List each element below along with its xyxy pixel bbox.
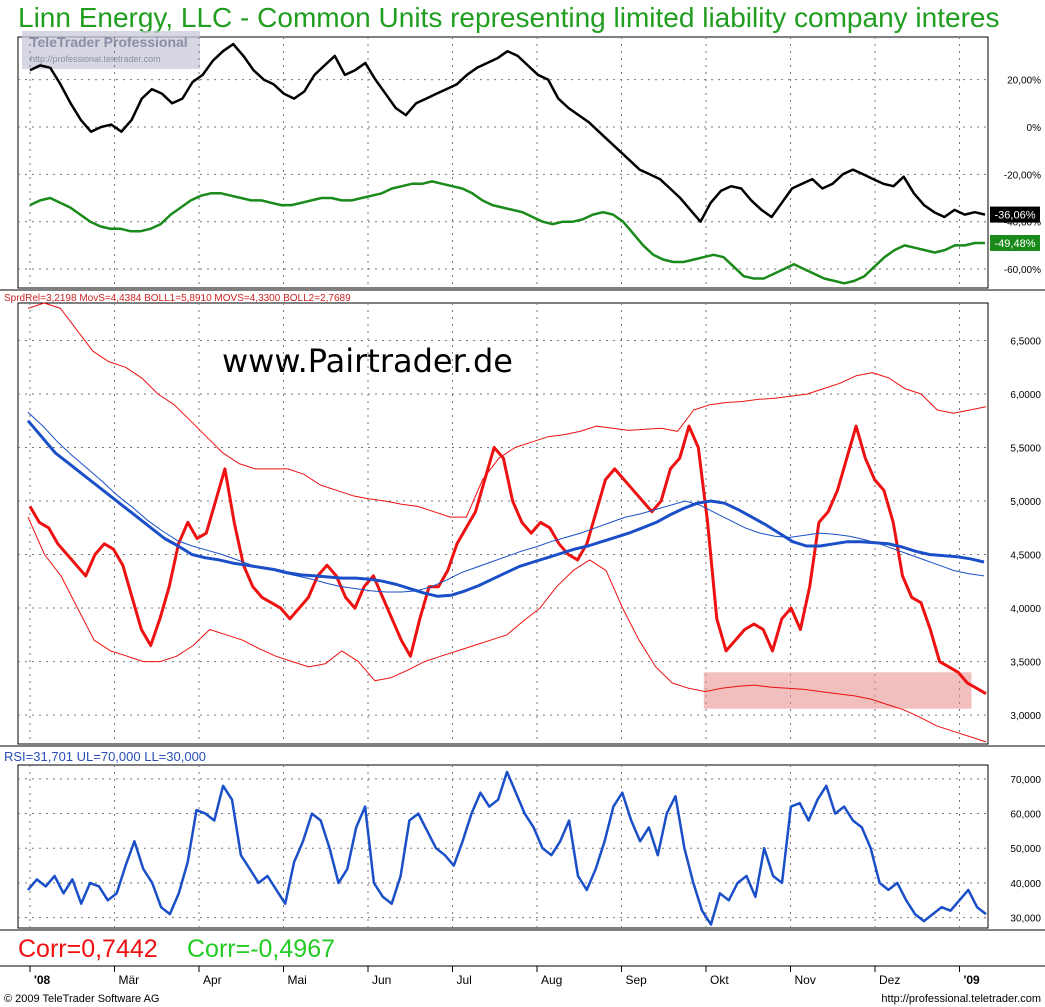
site-label: www.Pairtrader.de	[222, 342, 513, 380]
last-value-label: -49,48%	[995, 238, 1036, 250]
x-tick-label: '08	[34, 973, 51, 987]
x-tick-label: Jul	[457, 973, 472, 987]
series-line-BOLL1	[27, 302, 987, 518]
y-tick-label: 4,0000	[1010, 604, 1041, 615]
watermark-title: TeleTrader Professional	[30, 34, 188, 50]
series-line-RSI	[27, 770, 987, 926]
y-tick-label: -60,00%	[1004, 265, 1041, 276]
panel-performance-frame	[17, 36, 989, 289]
footer-copyright: © 2009 TeleTrader Software AG	[4, 993, 159, 1005]
last-value-label: -36,06%	[995, 210, 1036, 222]
chart-title: Linn Energy, LLC - Common Units represen…	[18, 2, 999, 33]
chart-marks: 20,00% 0% -20,00% -40,00% -60,00% -36,06% -49,…	[18, 37, 1041, 987]
x-tick-label: Nov	[795, 973, 816, 987]
y-tick-label: 50,000	[1010, 844, 1041, 855]
series-line-green	[29, 180, 985, 285]
y-tick-label: -40,00%	[1004, 218, 1041, 229]
panel-rsi: 70,000 60,000 50,000 40,000 30,000	[18, 765, 1041, 928]
watermark: TeleTrader Professional http://professio…	[22, 31, 200, 69]
panel-rsi-frame	[17, 764, 989, 929]
y-tick-label: 0%	[1027, 123, 1042, 134]
spread-legend: SprdRel=3,2198 MovS=4,4384 BOLL1=5,8910 …	[4, 293, 351, 304]
x-axis: '08 Mär Apr Mai Jun Jul Aug Sep Okt Nov Dez '09	[29, 966, 981, 987]
x-tick-label: Aug	[541, 973, 562, 987]
panel-spread-frame	[17, 302, 989, 745]
x-tick-label: Apr	[203, 973, 222, 987]
footer-url: http://professional.teletrader.com	[881, 993, 1041, 1005]
y-tick-label: 5,0000	[1010, 497, 1041, 508]
y-tick-label: 6,0000	[1010, 390, 1041, 401]
x-tick-label: Okt	[710, 973, 729, 987]
y-tick-label: 3,0000	[1010, 711, 1041, 722]
series-line-BOLL2	[27, 516, 987, 743]
y-tick-label: 40,000	[1010, 879, 1041, 890]
y-tick-label: 30,000	[1010, 914, 1041, 925]
x-tick-label: Jun	[372, 973, 391, 987]
corr-red-label: Corr=0,7442	[18, 935, 158, 963]
y-tick-label: 6,5000	[1010, 336, 1041, 347]
y-tick-label: 60,000	[1010, 810, 1041, 821]
series-line-MOVS	[27, 411, 985, 593]
x-tick-label: Dez	[879, 973, 900, 987]
x-tick-label: Mai	[288, 973, 307, 987]
x-tick-label: Sep	[626, 973, 648, 987]
x-tick-label: '09	[964, 973, 981, 987]
series-line-black	[29, 42, 986, 223]
last-value-badge	[990, 206, 1040, 223]
panel-spread: 6,5000 6,0000 5,5000 5,0000 4,5000 4,0000 3,50…	[18, 302, 1041, 744]
last-value-badge	[990, 235, 1040, 252]
series-line-MovS	[26, 419, 985, 598]
x-tick-label: Mär	[119, 973, 140, 987]
series-line-SprdRel	[28, 424, 987, 695]
y-tick-label: 3,5000	[1010, 658, 1041, 669]
watermark-url: http://professional.teletrader.com	[30, 54, 161, 64]
corr-green-label: Corr=-0,4967	[187, 935, 335, 963]
y-tick-label: 5,5000	[1010, 444, 1041, 455]
support-zone	[703, 672, 972, 709]
panel-performance: 20,00% 0% -20,00% -40,00% -60,00% -36,06% -49,…	[18, 37, 1041, 288]
rsi-legend: RSI=31,701 UL=70,000 LL=30,000	[4, 749, 206, 764]
y-tick-label: 4,5000	[1010, 551, 1041, 562]
y-tick-label: 20,00%	[1007, 76, 1041, 87]
y-tick-label: -20,00%	[1004, 170, 1041, 181]
y-tick-label: 70,000	[1010, 775, 1041, 786]
